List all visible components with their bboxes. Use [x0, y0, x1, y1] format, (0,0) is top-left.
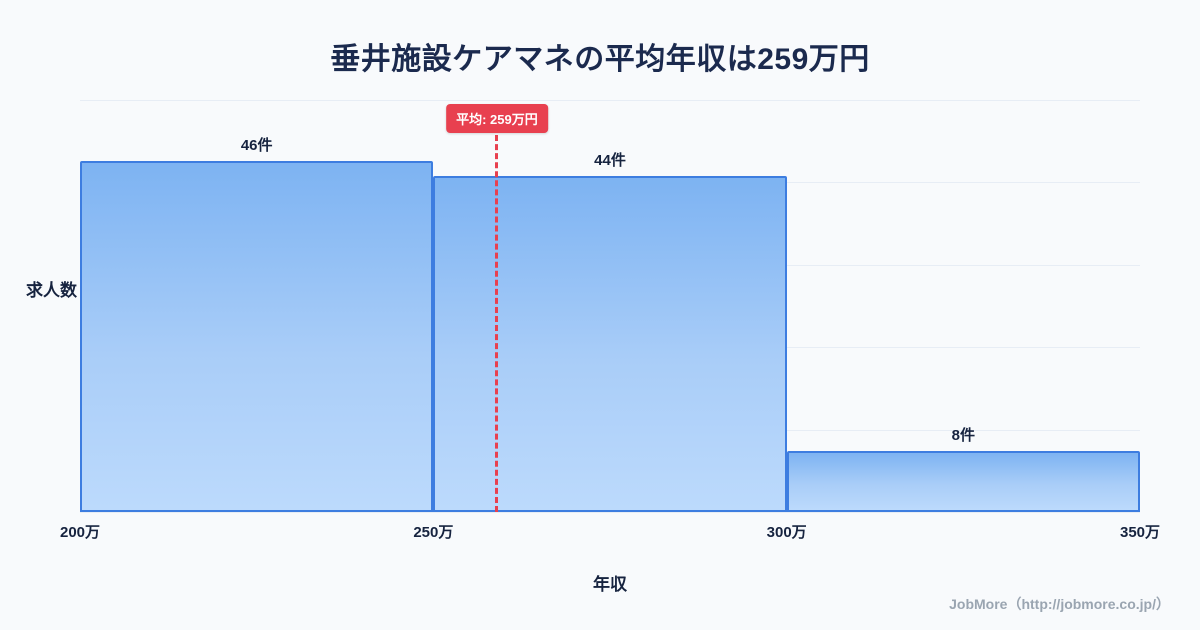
average-line [495, 126, 499, 512]
x-axis-label: 年収 [593, 575, 627, 594]
bar-count-label: 44件 [594, 152, 626, 170]
x-tick-label: 200万 [59, 524, 101, 541]
x-tick-label: 250万 [413, 524, 454, 541]
gridline [80, 512, 1140, 513]
histogram-plot-area: 46件 44件 8件 [80, 100, 1140, 513]
footer-credit: JobMore（http://jobmore.co.jp/） [949, 596, 1170, 612]
gridline [80, 100, 1140, 101]
x-tick-label: 300万 [766, 524, 807, 541]
y-axis-label: 求人数 [26, 281, 77, 300]
histogram-bar-300-350 [786, 450, 1140, 512]
chart-title: 垂井施設ケアマネの平均年収は259万円 [330, 43, 870, 76]
bar-count-label: 8件 [951, 426, 975, 444]
x-tick-label: 350万 [1119, 524, 1161, 541]
histogram-bar-250-300 [433, 176, 787, 512]
histogram-bar-200-250 [80, 161, 434, 512]
average-badge: 平均: 259万円 [446, 104, 548, 133]
bar-count-label: 46件 [240, 137, 273, 155]
